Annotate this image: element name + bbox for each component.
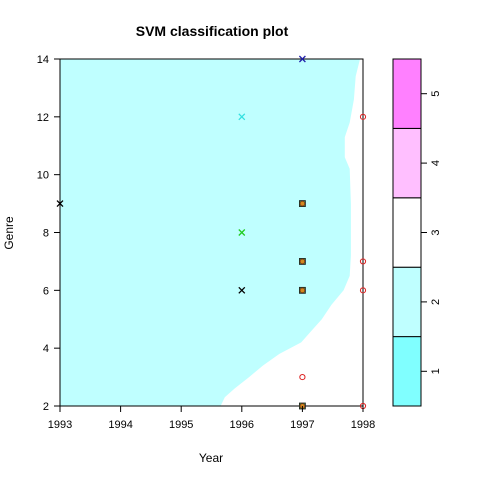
colorbar-swatch — [392, 127, 422, 199]
chart-title: SVM classification plot — [136, 23, 289, 39]
point-stroke — [56, 200, 64, 208]
y-tick-label: 10 — [37, 170, 49, 182]
y-tick-label: 2 — [43, 401, 49, 413]
point-stroke — [238, 229, 246, 236]
colorbar-legend: 1 2 3 4 5 — [392, 58, 442, 407]
point-support-vector-cross — [238, 113, 246, 121]
colorbar-swatch — [392, 336, 422, 407]
y-tick-label: 12 — [37, 112, 49, 124]
point-circle — [299, 200, 306, 207]
x-tick-label: 1995 — [169, 419, 193, 431]
point-circle — [359, 113, 367, 120]
point-stroke — [238, 113, 246, 121]
colorbar-label: 3 — [430, 229, 442, 235]
axes: 1993 1994 1995 1996 1997 1998 2 4 6 8 10 12 14 — [37, 54, 375, 431]
point-support-vector-cross — [298, 55, 306, 63]
x-tick-label: 1993 — [48, 419, 72, 431]
colorbar-label: 4 — [430, 160, 442, 166]
colorbar-swatch — [392, 197, 422, 268]
point-stroke — [298, 55, 306, 63]
point-circle — [299, 287, 306, 293]
colorbar-swatch — [392, 266, 422, 338]
y-axis-label: Genre — [2, 216, 16, 250]
y-tick-label: 4 — [43, 343, 49, 355]
point-support-vector-cross — [56, 200, 64, 208]
x-axis-label: Year — [199, 451, 223, 465]
colorbar-label: 1 — [430, 368, 442, 374]
y-tick-label: 8 — [43, 228, 49, 240]
point-support-vector-cross — [238, 229, 246, 236]
point-circle — [299, 258, 306, 265]
colorbar-label: 5 — [430, 91, 442, 97]
y-tick-label: 6 — [43, 285, 49, 297]
point-overlapping-markers — [298, 286, 306, 294]
point-circle — [299, 373, 306, 381]
decision-region-class-2 — [60, 59, 360, 406]
colorbar-swatch — [392, 58, 422, 129]
x-tick-label: 1997 — [290, 419, 314, 431]
point-overlapping-markers — [298, 258, 306, 265]
x-tick-label: 1994 — [108, 419, 132, 431]
point-stroke — [238, 286, 246, 294]
point-circle — [359, 287, 367, 294]
point-circle — [359, 258, 367, 265]
plot-area — [56, 55, 367, 410]
y-tick-label: 14 — [37, 54, 49, 66]
x-tick-label: 1996 — [230, 419, 254, 431]
x-tick-label: 1998 — [351, 419, 375, 431]
colorbar-label: 2 — [430, 299, 442, 305]
point-support-vector-cross — [238, 286, 246, 294]
point-overlapping-markers — [298, 200, 306, 207]
